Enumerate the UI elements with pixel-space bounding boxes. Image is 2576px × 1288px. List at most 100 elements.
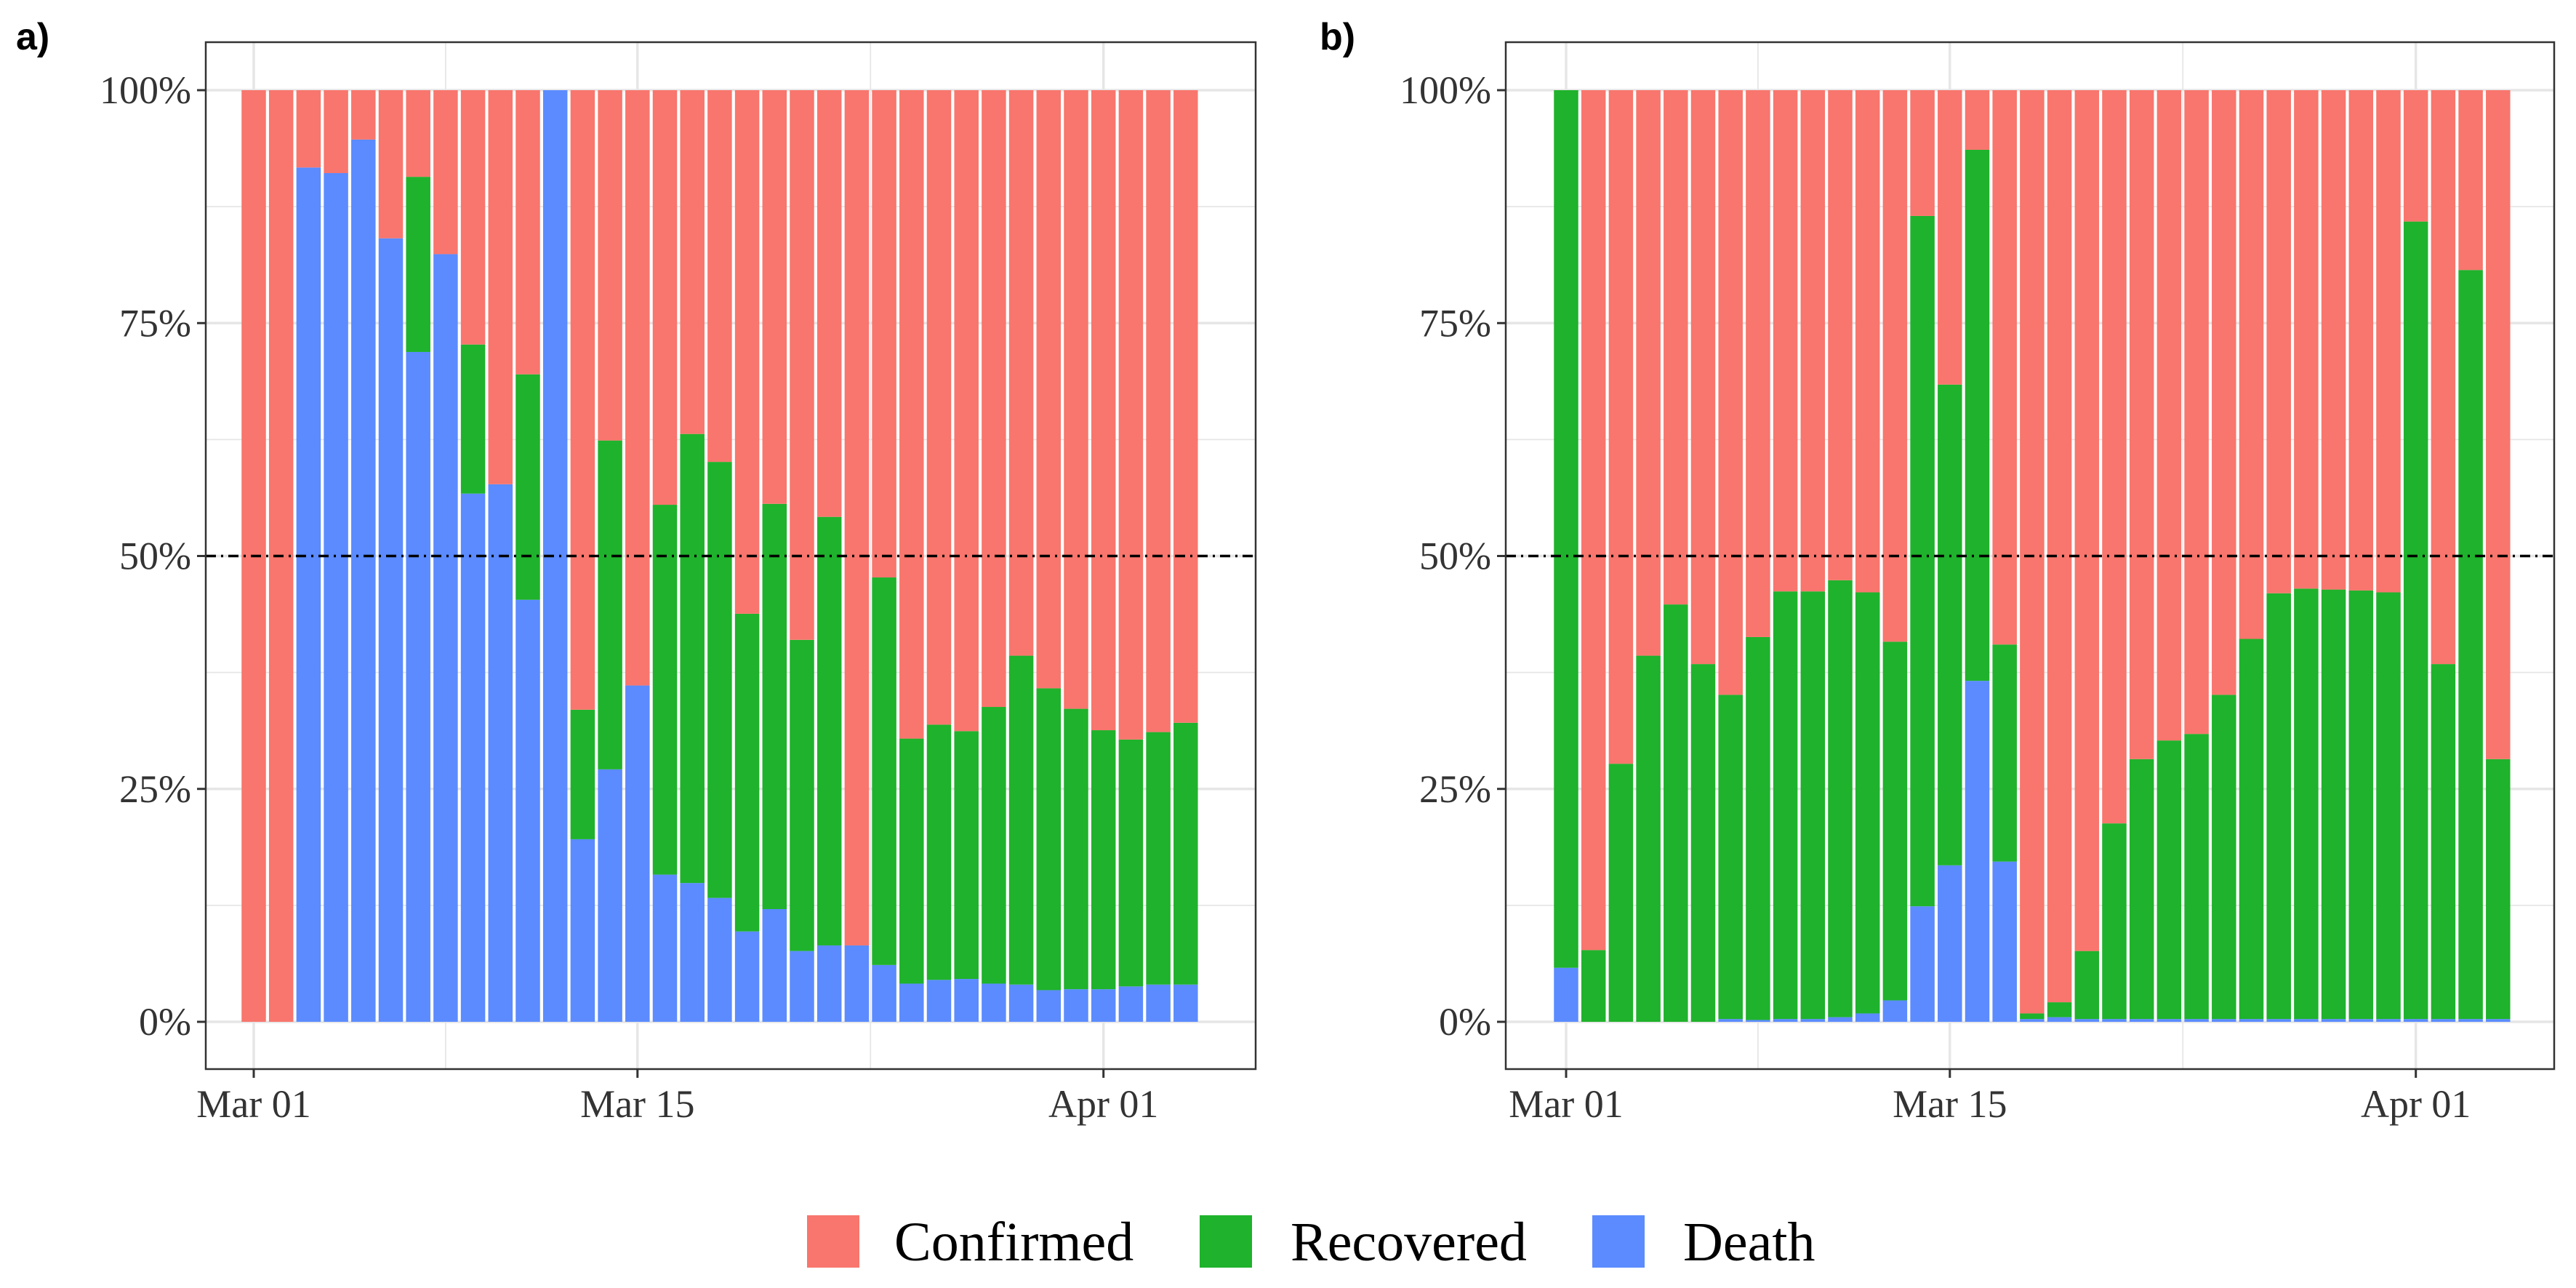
bar-segment-death [433, 254, 458, 1022]
bar-segment-confirmed [2486, 90, 2511, 759]
bar-segment-recovered [1173, 722, 1198, 985]
bar-segment-death [1146, 984, 1171, 1022]
bar-segment-death [2102, 1019, 2127, 1022]
bar-segment-recovered [2486, 759, 2511, 1020]
bar-segment-death [1992, 861, 2017, 1022]
bar-segment-confirmed [762, 90, 787, 504]
bar-segment-death [598, 769, 622, 1022]
bar-segment-confirmed [1992, 90, 2017, 645]
bar-segment-recovered [1965, 149, 1990, 681]
y-tick-label: 25% [1419, 767, 1491, 811]
bar-segment-recovered [1828, 580, 1853, 1017]
bar-segment-recovered [2376, 592, 2401, 1020]
bar-segment-confirmed [2458, 90, 2483, 271]
bar-segment-confirmed [1965, 90, 1990, 150]
bar-segment-death [926, 980, 952, 1022]
bar-segment-death [2321, 1019, 2346, 1022]
bar-segment-recovered [2156, 740, 2182, 1020]
bar-segment-confirmed [1746, 90, 1770, 637]
bar-segment-death [762, 908, 787, 1022]
bar-segment-death [1773, 1019, 1798, 1022]
bar-segment-recovered [1910, 215, 1935, 907]
bar-segment-death [1036, 990, 1062, 1022]
x-tick-label: Mar 15 [580, 1082, 694, 1126]
bar-segment-recovered [1608, 764, 1634, 1022]
bar-segment-confirmed [1773, 90, 1798, 592]
bar-segment-recovered [1554, 90, 1578, 968]
bar-segment-confirmed [2348, 90, 2374, 591]
bar-segment-confirmed [351, 90, 376, 140]
bar-segment-confirmed [2431, 90, 2456, 665]
bar-segment-confirmed [872, 90, 896, 577]
bar-segment-recovered [2184, 734, 2209, 1020]
bar-segment-death [816, 945, 842, 1022]
bar-segment-recovered [1690, 664, 1716, 1022]
x-tick-label: Mar 01 [196, 1082, 310, 1126]
bar-segment-death [515, 599, 540, 1022]
y-tick-label: 100% [100, 68, 191, 112]
bar-segment-death [1091, 989, 1116, 1022]
bar-segment-confirmed [1690, 90, 1716, 665]
bar-segment-death [1882, 1000, 1908, 1022]
bars [241, 90, 1198, 1023]
bar-segment-recovered [1855, 592, 1880, 1014]
bar-segment-confirmed [1608, 90, 1634, 764]
bar-segment-death [1746, 1020, 1770, 1022]
bar-segment-death [2184, 1019, 2209, 1022]
x-tick-label: Apr 01 [1048, 1082, 1158, 1126]
legend: Confirmed Recovered Death [807, 1212, 1815, 1273]
bar-segment-recovered [652, 505, 678, 875]
legend-item-death: Death [1592, 1212, 1815, 1273]
bar-segment-confirmed [2156, 90, 2182, 741]
bar-segment-death [2156, 1019, 2182, 1022]
bar-segment-death [406, 351, 430, 1022]
bar-segment-recovered [926, 724, 952, 980]
bar-segment-recovered [1146, 732, 1171, 985]
bar-segment-confirmed [625, 90, 650, 686]
bar-segment-confirmed [1938, 90, 1962, 385]
panel-label: b) [1320, 16, 1355, 58]
bar-segment-death [2348, 1019, 2374, 1022]
bar-segment-recovered [406, 177, 430, 352]
bar-segment-death [680, 883, 705, 1022]
bar-segment-confirmed [2239, 90, 2264, 639]
bar-segment-recovered [515, 374, 540, 600]
bar-segment-recovered [2102, 823, 2127, 1020]
bar-segment-recovered [1773, 591, 1798, 1020]
bar-segment-recovered [2431, 664, 2456, 1020]
bar-segment-death [954, 979, 979, 1022]
bar-segment-confirmed [1118, 90, 1144, 740]
bar-segment-confirmed [1173, 90, 1198, 723]
bar-segment-recovered [707, 462, 732, 898]
bar-segment-death [378, 238, 404, 1023]
bar-segment-confirmed [652, 90, 678, 505]
bar-segment-recovered [2458, 270, 2483, 1020]
legend-label: Death [1683, 1212, 1815, 1273]
bar-segment-death [1938, 865, 1962, 1022]
y-tick-label: 100% [1400, 68, 1491, 112]
legend-key-confirmed [807, 1215, 859, 1268]
bar-segment-death [625, 685, 650, 1022]
bar-segment-confirmed [2102, 90, 2127, 824]
bar-segment-confirmed [1800, 90, 1826, 592]
y-tick-label: 75% [119, 301, 191, 345]
bar-segment-confirmed [2376, 90, 2401, 593]
x-tick-label: Mar 01 [1509, 1082, 1623, 1126]
bar-segment-confirmed [680, 90, 705, 434]
bar-segment-death [2486, 1019, 2511, 1022]
bar-segment-recovered [1008, 655, 1034, 985]
bar-segment-death [2212, 1019, 2236, 1022]
bar-segment-death [488, 484, 513, 1022]
bar-segment-recovered [2239, 639, 2264, 1020]
bar-segment-confirmed [2212, 90, 2236, 695]
bar-segment-death [2074, 1019, 2100, 1022]
bar-segment-confirmed [1855, 90, 1880, 593]
bar-segment-confirmed [926, 90, 952, 725]
bar-segment-death [982, 983, 1006, 1022]
bar-segment-confirmed [899, 90, 924, 739]
bar-segment-confirmed [1581, 90, 1606, 951]
y-tick-label: 25% [119, 767, 191, 811]
bar-segment-confirmed [2184, 90, 2209, 735]
bar-segment-recovered [2212, 695, 2236, 1020]
bar-segment-confirmed [1091, 90, 1116, 731]
